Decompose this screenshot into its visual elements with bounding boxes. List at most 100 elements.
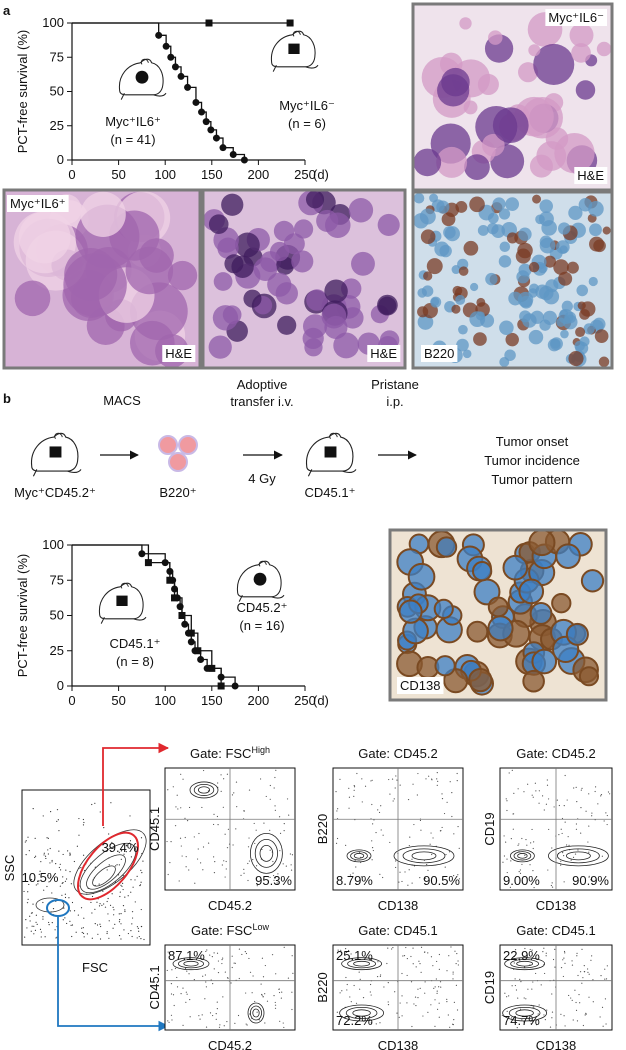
event: [521, 1019, 523, 1021]
event: [430, 832, 432, 834]
event: [556, 799, 558, 801]
event: [124, 909, 126, 911]
cell: [576, 284, 589, 297]
event: [75, 931, 77, 933]
event: [601, 1006, 604, 1008]
event: [580, 789, 582, 791]
contour: [508, 1007, 541, 1020]
event: [353, 789, 355, 791]
contour: [352, 1009, 371, 1017]
cell: [435, 536, 458, 558]
y-axis-label: B220: [315, 814, 330, 844]
event: [416, 794, 418, 796]
cell: [436, 146, 468, 178]
b-cell: [168, 452, 188, 472]
event: [562, 852, 564, 854]
event: [217, 782, 219, 784]
event: [525, 998, 527, 1000]
event: [96, 924, 99, 926]
event: [222, 957, 224, 959]
event: [38, 880, 40, 882]
event: [223, 1025, 225, 1027]
event: [446, 801, 448, 803]
gate-title: Gate: CD45.2: [358, 746, 438, 761]
event: [436, 1008, 439, 1010]
event: [525, 838, 527, 841]
event: [375, 1023, 377, 1025]
event: [371, 859, 373, 861]
event: [73, 910, 76, 912]
event: [140, 908, 142, 911]
event: [264, 964, 266, 967]
event: [286, 798, 289, 800]
event: [34, 855, 37, 857]
event: [120, 850, 122, 852]
event: [63, 907, 65, 909]
contour: [411, 851, 437, 861]
event: [419, 963, 421, 965]
event: [106, 900, 108, 903]
survival-step: [187, 86, 197, 103]
event: [359, 988, 361, 990]
event: [107, 897, 109, 900]
event: [138, 935, 140, 938]
x-tick-label: 50: [111, 167, 125, 182]
event: [551, 886, 554, 888]
event: [523, 791, 525, 793]
cell: [167, 260, 198, 291]
event: [121, 885, 123, 887]
event: [118, 864, 120, 866]
cell: [522, 669, 545, 693]
event: [347, 949, 350, 952]
cell: [518, 227, 532, 241]
event: [238, 977, 240, 980]
event: [254, 1000, 256, 1003]
event: [56, 809, 59, 811]
event: [122, 905, 125, 907]
event: [425, 778, 427, 780]
cell: [487, 596, 509, 618]
cell: [571, 43, 591, 63]
event: [217, 960, 220, 962]
event: [287, 977, 290, 979]
event: [346, 989, 348, 991]
tumor: [135, 70, 149, 84]
survival-step: [72, 544, 143, 554]
cell: [277, 315, 297, 335]
event: [233, 792, 235, 794]
cell: [554, 132, 595, 174]
event: [67, 850, 69, 852]
contour: [252, 1008, 260, 1018]
cell: [518, 62, 539, 83]
censor-marker: [240, 156, 248, 164]
event: [252, 859, 254, 861]
cell: [324, 279, 348, 303]
event: [64, 917, 66, 919]
event: [30, 930, 32, 932]
event: [78, 817, 80, 820]
event: [434, 999, 436, 1001]
event: [167, 789, 169, 791]
event: [446, 998, 448, 1000]
event: [273, 995, 275, 997]
event: [255, 877, 258, 879]
event: [523, 966, 526, 968]
contour: [510, 959, 540, 969]
event: [340, 949, 342, 951]
event: [585, 1012, 587, 1015]
x-tick-label: 100: [154, 167, 176, 182]
cell: [293, 219, 314, 239]
event: [245, 1023, 247, 1025]
contour: [557, 848, 600, 864]
contour: [92, 865, 116, 887]
event: [393, 798, 395, 800]
event: [189, 998, 191, 1001]
legend-n: (n = 6): [288, 116, 326, 131]
cell: [589, 223, 602, 237]
event: [62, 876, 64, 878]
event: [395, 775, 397, 777]
x-axis-label: CD138: [536, 1038, 576, 1050]
event: [452, 1023, 454, 1025]
event: [604, 978, 606, 980]
